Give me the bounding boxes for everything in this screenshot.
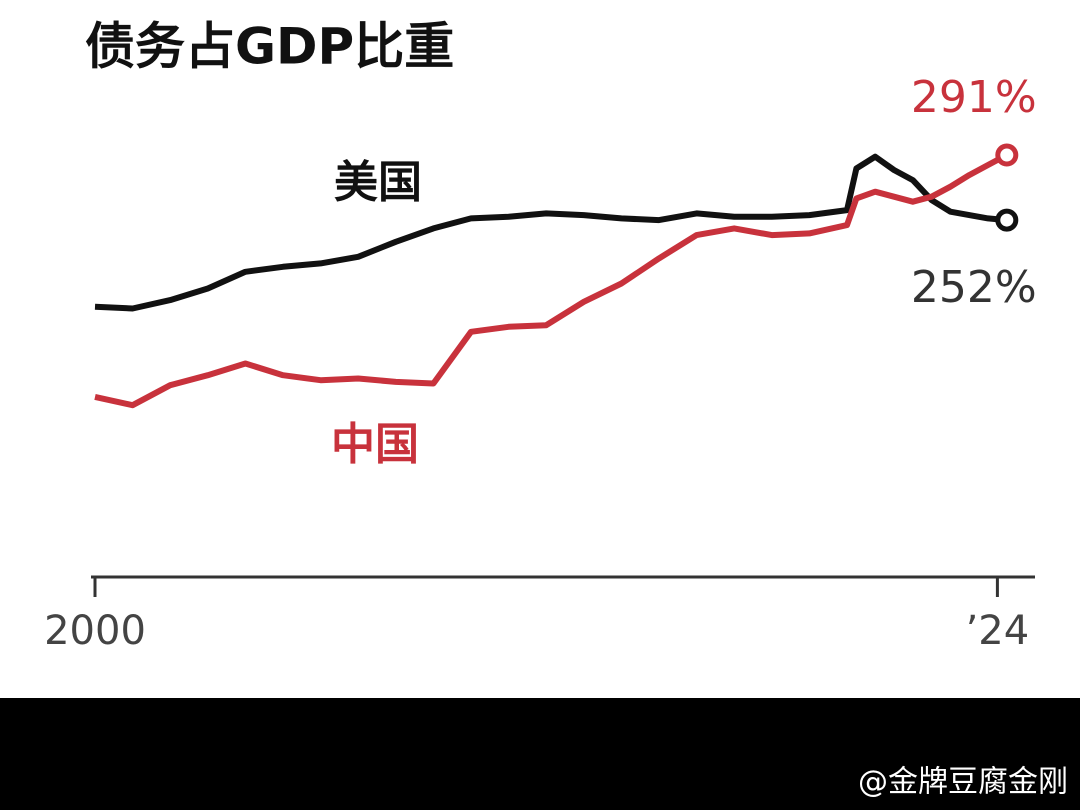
series-line bbox=[94, 152, 1009, 409]
x-tick-label: ’24 bbox=[966, 608, 1030, 654]
footer-bar bbox=[0, 698, 1080, 810]
watermark: @金牌豆腐金刚 bbox=[858, 765, 1068, 800]
series-label: 中国 bbox=[331, 419, 419, 470]
value-label: 291% bbox=[911, 72, 1037, 123]
chart-title: 债务占GDP比重 bbox=[85, 18, 454, 76]
series-line bbox=[94, 153, 1008, 312]
chart-background bbox=[0, 0, 1080, 698]
end-marker bbox=[995, 208, 1019, 232]
end-marker bbox=[995, 143, 1019, 167]
value-label: 252% bbox=[911, 262, 1037, 313]
x-tick-label: 2000 bbox=[44, 608, 146, 654]
series-label: 美国 bbox=[334, 157, 422, 208]
